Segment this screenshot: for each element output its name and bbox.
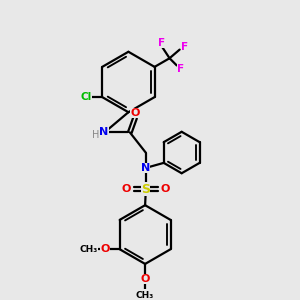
Text: H: H: [92, 130, 100, 140]
Text: O: O: [122, 184, 131, 194]
Text: O: O: [160, 184, 170, 194]
Text: CH₃: CH₃: [79, 245, 98, 254]
Text: F: F: [177, 64, 184, 74]
Text: N: N: [141, 164, 150, 173]
Text: F: F: [181, 42, 188, 52]
Text: CH₃: CH₃: [136, 291, 154, 300]
Text: O: O: [130, 108, 140, 118]
Text: N: N: [99, 128, 109, 137]
Text: F: F: [158, 38, 165, 48]
Text: Cl: Cl: [80, 92, 92, 102]
Text: O: O: [140, 274, 150, 284]
Text: O: O: [100, 244, 110, 254]
Text: S: S: [141, 183, 150, 196]
